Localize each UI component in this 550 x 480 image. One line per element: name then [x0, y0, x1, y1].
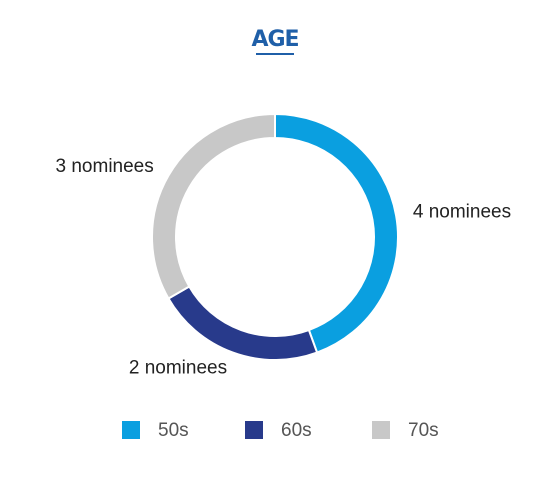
legend-label: 60s: [281, 420, 312, 441]
donut-slice: [274, 112, 399, 354]
data-label: 3 nominees: [56, 156, 154, 177]
legend-swatch: [372, 421, 390, 439]
legend-label: 50s: [158, 420, 189, 441]
legend-swatch: [122, 421, 140, 439]
donut-slice: [151, 112, 276, 300]
legend-swatch: [245, 421, 263, 439]
chart-title: AGE: [251, 27, 298, 52]
donut-slice: [167, 285, 319, 361]
data-label: 4 nominees: [413, 202, 511, 223]
legend-label: 70s: [408, 420, 439, 441]
data-label: 2 nominees: [129, 358, 227, 379]
